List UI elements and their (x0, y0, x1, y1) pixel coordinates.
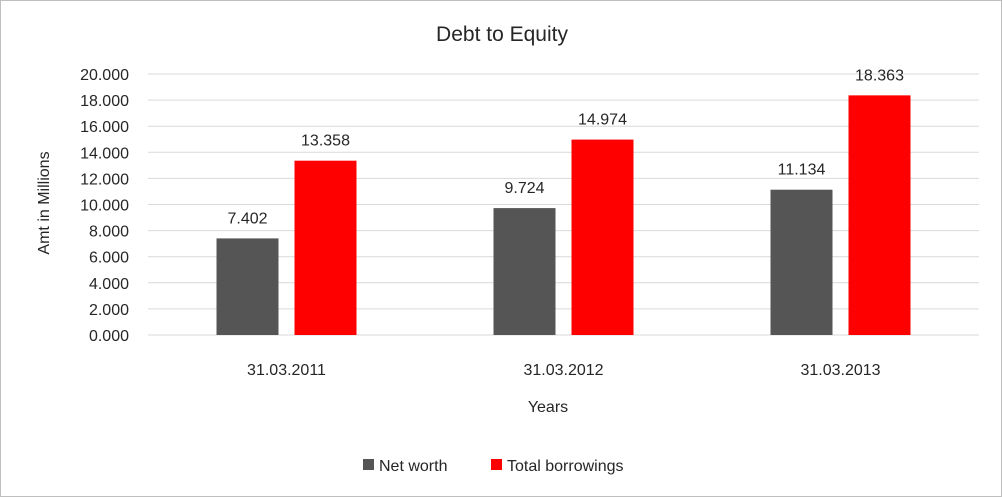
data-labels: 7.402 13.358 9.724 14.974 11.134 18.363 (227, 67, 904, 227)
y-axis-label: Amt in Millions (36, 151, 53, 254)
y-tick-label: 8.000 (89, 224, 129, 241)
bar (216, 238, 279, 335)
bar (294, 160, 357, 335)
bar (493, 208, 556, 335)
x-tick-label: 31.03.2012 (523, 362, 603, 379)
x-tick-label: 31.03.2011 (247, 362, 326, 379)
bar (770, 189, 833, 335)
y-tick-label: 4.000 (89, 276, 129, 293)
legend-label: Total borrowings (507, 458, 624, 475)
data-label: 14.974 (578, 112, 627, 129)
y-tick-label: 0.000 (89, 328, 129, 345)
legend: Net worth Total borrowings (363, 458, 624, 475)
bars (216, 95, 911, 335)
x-axis-ticks: 31.03.2011 31.03.2012 31.03.2013 (247, 362, 881, 379)
x-tick-label: 31.03.2013 (800, 362, 880, 379)
legend-swatch (363, 459, 374, 470)
y-tick-label: 2.000 (89, 302, 129, 319)
bar (848, 95, 911, 335)
data-label: 11.134 (778, 162, 826, 179)
gridlines (148, 73, 979, 336)
y-tick-label: 12.000 (80, 171, 129, 188)
y-tick-label: 6.000 (89, 250, 129, 267)
y-tick-label: 10.000 (80, 198, 129, 215)
y-tick-label: 18.000 (80, 93, 129, 110)
data-label: 7.402 (227, 210, 267, 227)
y-tick-label: 16.000 (80, 119, 129, 136)
data-label: 18.363 (855, 67, 904, 84)
legend-swatch (491, 459, 502, 470)
legend-label: Net worth (379, 458, 447, 475)
chart-title: Debt to Equity (436, 23, 568, 46)
x-axis-label: Years (528, 399, 568, 416)
data-label: 9.724 (504, 180, 544, 197)
data-label: 13.358 (301, 133, 350, 150)
y-axis-ticks: 0.000 2.000 4.000 6.000 8.000 10.000 12.000 14.… (80, 67, 129, 345)
bar (571, 139, 634, 335)
y-tick-label: 20.000 (80, 67, 129, 84)
y-tick-label: 14.000 (80, 145, 129, 162)
